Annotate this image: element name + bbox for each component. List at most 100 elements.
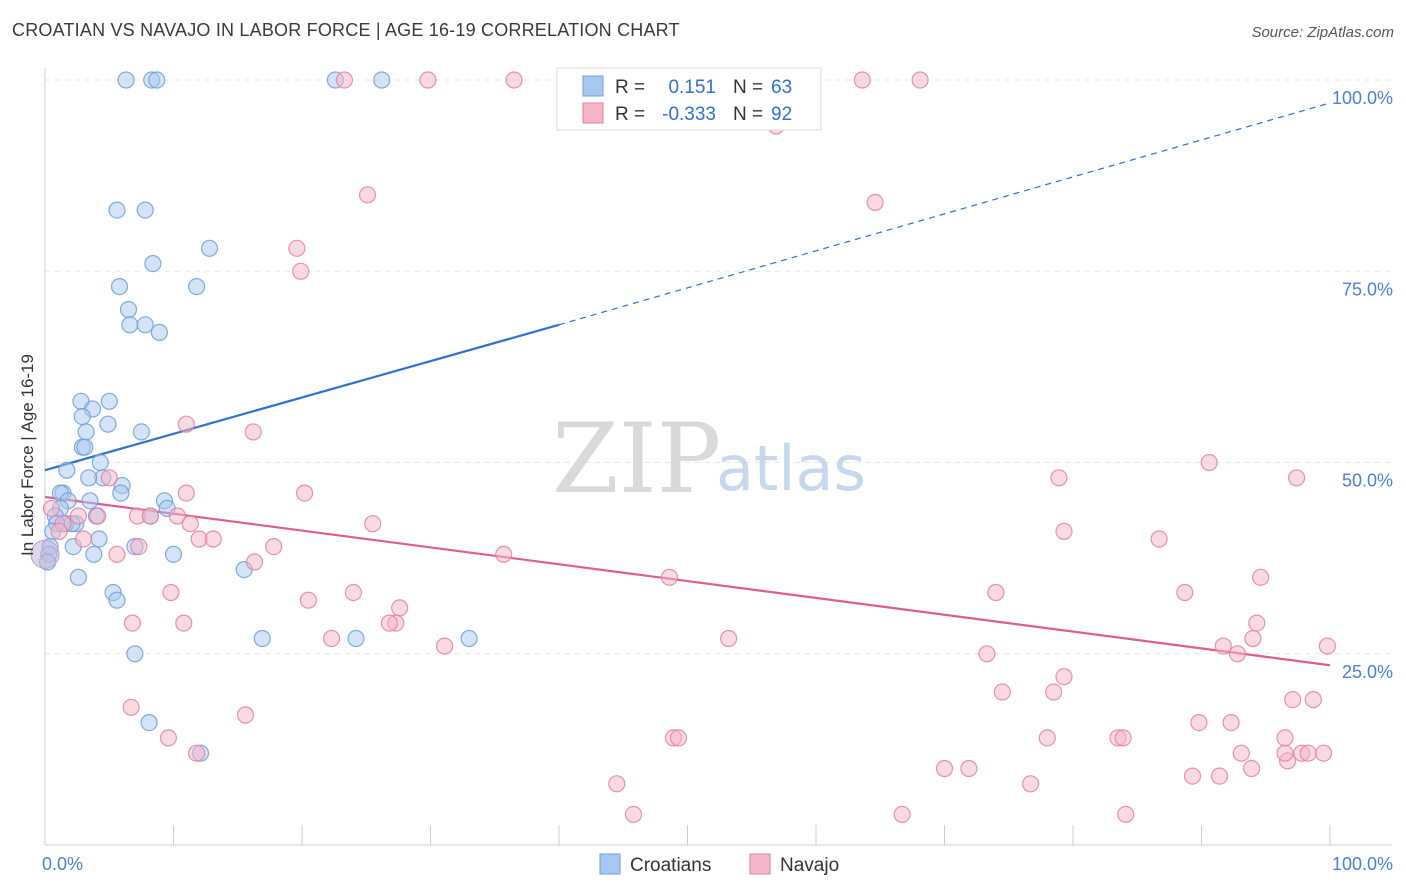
point-navajo-60 bbox=[159, 729, 177, 747]
point-navajo-40 bbox=[987, 583, 1005, 602]
point-navajo-3 bbox=[853, 71, 871, 89]
point-navajo-59 bbox=[122, 698, 140, 716]
point-navajo-47 bbox=[123, 614, 141, 632]
bottom-legend-croatians: Croatians bbox=[630, 855, 711, 876]
trend-line-navajo bbox=[44, 495, 1331, 667]
point-navajo-35 bbox=[495, 545, 513, 563]
point-navajo-23 bbox=[181, 515, 199, 533]
point-navajo-69 bbox=[1021, 775, 1040, 793]
point-navajo-29 bbox=[74, 530, 93, 548]
point-croatians-60 bbox=[126, 645, 144, 663]
legend-r-label-2: R = bbox=[615, 104, 645, 125]
point-navajo-37 bbox=[1055, 522, 1073, 541]
point-navajo-72 bbox=[1038, 729, 1056, 747]
y-tick-label-50: 50.0% bbox=[1342, 471, 1393, 491]
point-navajo-71 bbox=[1055, 668, 1073, 686]
point-croatians-24 bbox=[91, 453, 109, 472]
point-navajo-62 bbox=[236, 706, 255, 724]
point-croatians-18 bbox=[99, 415, 117, 433]
point-navajo-13 bbox=[177, 484, 195, 502]
point-croatians-5 bbox=[108, 201, 126, 219]
watermark-zip: ZIP bbox=[552, 403, 721, 515]
data-points bbox=[30, 71, 1337, 824]
point-croatians-2 bbox=[148, 71, 166, 89]
point-navajo-75 bbox=[1117, 805, 1135, 824]
point-navajo-43 bbox=[299, 591, 317, 609]
point-navajo-2 bbox=[505, 71, 523, 89]
point-navajo-68 bbox=[960, 759, 978, 778]
point-navajo-61 bbox=[188, 744, 206, 762]
point-navajo-11 bbox=[244, 423, 262, 441]
source-label: Source: ZipAtlas.com bbox=[1251, 24, 1394, 41]
point-navajo-58 bbox=[1318, 637, 1337, 655]
point-navajo-39 bbox=[1251, 568, 1270, 586]
legend-r-value-2: -0.333 bbox=[662, 104, 716, 125]
point-navajo-63 bbox=[608, 775, 626, 793]
stats-legend: R = 0.151 N = 63 R = -0.333 N = 92 bbox=[556, 67, 822, 131]
point-navajo-64 bbox=[624, 805, 643, 824]
legend-n-value-1: 63 bbox=[771, 77, 792, 98]
watermark: ZIP atlas bbox=[552, 403, 866, 515]
point-navajo-55 bbox=[1228, 645, 1247, 663]
point-navajo-34 bbox=[364, 515, 382, 533]
point-navajo-78 bbox=[1190, 713, 1208, 732]
y-tick-label-75: 75.0% bbox=[1342, 279, 1393, 299]
point-croatians-57 bbox=[253, 629, 271, 648]
y-tick-label-100: 100.0% bbox=[1332, 88, 1393, 108]
point-navajo-51 bbox=[436, 637, 454, 655]
point-croatians-56 bbox=[108, 591, 126, 609]
point-croatians-27 bbox=[80, 469, 98, 487]
point-navajo-77 bbox=[1183, 767, 1202, 785]
point-navajo-86 bbox=[1284, 690, 1302, 709]
point-navajo-30 bbox=[108, 545, 126, 563]
point-croatians-13 bbox=[136, 316, 154, 334]
point-navajo-36 bbox=[660, 568, 679, 586]
point-navajo-15 bbox=[1200, 453, 1218, 472]
point-navajo-6 bbox=[358, 186, 377, 204]
point-croatians-29 bbox=[112, 484, 130, 502]
point-navajo-17 bbox=[1050, 469, 1068, 487]
point-navajo-56 bbox=[1244, 629, 1262, 648]
point-overlap-bubble bbox=[30, 539, 60, 569]
point-croatians-51 bbox=[85, 545, 103, 563]
point-croatians-33 bbox=[81, 492, 99, 510]
legend-swatch-croatians bbox=[582, 75, 604, 97]
point-navajo-8 bbox=[288, 239, 306, 257]
point-navajo-76 bbox=[1114, 729, 1132, 747]
point-croatians-16 bbox=[100, 392, 118, 410]
legend-n-value-2: 92 bbox=[771, 104, 792, 125]
point-croatians-58 bbox=[347, 629, 365, 648]
point-navajo-53 bbox=[978, 645, 996, 663]
point-navajo-16 bbox=[1287, 469, 1306, 487]
point-navajo-31 bbox=[130, 537, 148, 556]
point-navajo-45 bbox=[391, 599, 409, 617]
point-navajo-44 bbox=[344, 583, 362, 602]
legend-r-label-1: R = bbox=[615, 77, 645, 98]
point-navajo-7 bbox=[866, 193, 884, 211]
point-navajo-14 bbox=[296, 484, 314, 502]
point-croatians-21 bbox=[132, 423, 150, 441]
point-navajo-70 bbox=[1045, 683, 1063, 701]
point-navajo-41 bbox=[1176, 583, 1194, 602]
point-navajo-89 bbox=[1314, 744, 1333, 762]
point-croatians-19 bbox=[73, 408, 91, 426]
point-croatians-61 bbox=[140, 713, 158, 732]
point-croatians-14 bbox=[150, 323, 168, 341]
point-navajo-52 bbox=[719, 629, 738, 648]
point-navajo-82 bbox=[1242, 759, 1261, 778]
point-navajo-87 bbox=[1276, 744, 1294, 762]
bottom-legend-swatch-croatians bbox=[599, 853, 621, 875]
legend-n-label-1: N = bbox=[733, 77, 763, 98]
point-navajo-10 bbox=[177, 415, 195, 433]
point-navajo-21 bbox=[141, 507, 159, 525]
point-navajo-38 bbox=[1150, 530, 1168, 548]
bottom-legend: Croatians Navajo bbox=[599, 853, 839, 876]
point-navajo-18 bbox=[69, 507, 88, 525]
point-croatians-20 bbox=[77, 423, 95, 441]
bottom-legend-navajo: Navajo bbox=[780, 855, 839, 876]
point-navajo-4 bbox=[911, 71, 929, 89]
point-navajo-50 bbox=[380, 614, 398, 632]
point-croatians-45 bbox=[90, 530, 108, 548]
series-croatians bbox=[38, 71, 478, 762]
